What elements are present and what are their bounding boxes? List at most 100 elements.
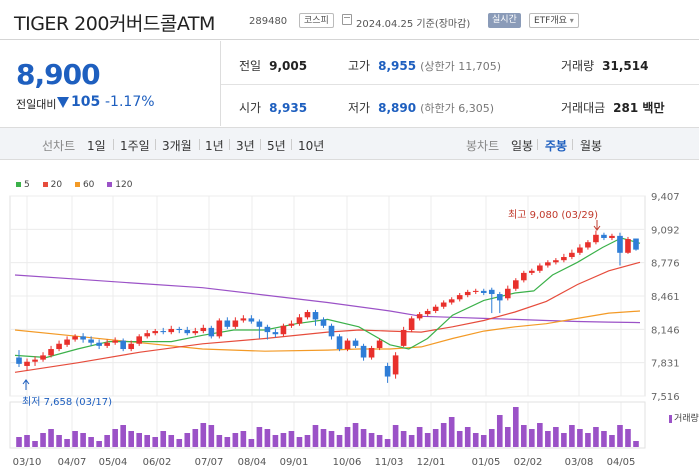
volume-frame — [9, 401, 646, 449]
volume-bar — [545, 431, 551, 447]
x-tick-label: 12/01 — [417, 457, 446, 468]
candle-body — [585, 242, 591, 248]
legend-item[interactable]: 20 — [42, 180, 63, 190]
ma120-line — [14, 274, 641, 324]
realtime-button[interactable]: 실시간 — [488, 13, 521, 28]
legend-item[interactable]: 120 — [107, 180, 132, 190]
candle-body — [64, 339, 70, 345]
asof-date: 2024.04.25 기준(장마감) — [356, 19, 471, 30]
candle-body — [392, 355, 399, 375]
candle-body — [200, 327, 207, 332]
tab-daily[interactable]: 일봉 — [511, 139, 534, 153]
x-tick-label: 01/05 — [472, 457, 501, 468]
tab-3y[interactable]: 3년 — [236, 139, 255, 153]
trade-amount: 거래대금 281 백만 — [561, 99, 664, 116]
volume-bar — [424, 433, 431, 447]
volume-bar — [432, 429, 439, 447]
volume-bar — [176, 439, 183, 447]
volume-bar — [24, 435, 30, 447]
tab-1d[interactable]: 1일 — [87, 139, 106, 153]
x-tick-label: 04/05 — [607, 457, 636, 468]
tab-3m[interactable]: 3개월 — [162, 139, 192, 153]
candle-body — [160, 331, 167, 333]
volume-bar — [168, 435, 175, 447]
legend-swatch — [74, 182, 80, 187]
candle-body — [368, 347, 375, 358]
volume-bar — [464, 427, 471, 447]
candle-body — [488, 289, 495, 295]
tab-monthly[interactable]: 월봉 — [580, 139, 603, 153]
candle-body — [633, 238, 639, 250]
tab-1w[interactable]: 1주일 — [120, 139, 150, 153]
candle-body — [617, 235, 623, 253]
high-label: 고가 — [348, 59, 371, 73]
amount-label: 거래대금 — [561, 101, 606, 115]
volume-bar — [80, 433, 86, 447]
volume-bar — [16, 437, 22, 447]
candle-body — [448, 299, 455, 303]
candle-body — [152, 331, 159, 334]
volume: 거래량 31,514 — [561, 57, 648, 74]
change-percent: -1.17% — [105, 94, 155, 110]
market-badge: 코스피 — [299, 13, 334, 28]
candle-body — [553, 260, 559, 263]
price-summary: 8,900 전일대비 105 -1.17% 전일 9,005 고가 8,955 (상한… — [0, 41, 699, 126]
legend-label: 120 — [115, 180, 133, 190]
candle-body — [256, 321, 263, 327]
tab-5y[interactable]: 5년 — [267, 139, 286, 153]
candle-body — [416, 314, 423, 319]
candle-body — [480, 290, 487, 293]
volume-bar — [504, 427, 511, 447]
legend-label: 5 — [24, 180, 30, 190]
volume-bar — [368, 433, 375, 447]
ma20-line — [14, 261, 641, 373]
candle-body — [168, 328, 175, 333]
candle-body — [472, 290, 479, 292]
calendar-icon — [342, 14, 352, 25]
y-tick-label: 8,461 — [651, 292, 680, 303]
candle-body — [112, 340, 118, 343]
volume-bar — [416, 427, 423, 447]
candle-body — [601, 234, 607, 238]
candle-body — [24, 361, 30, 366]
volume-bar — [224, 437, 231, 447]
volume-bar — [392, 425, 399, 447]
candle-body — [224, 320, 231, 327]
legend-label: 20 — [50, 180, 63, 190]
x-tick-label: 07/07 — [195, 457, 224, 468]
etf-info-button[interactable]: ETF개요 ▾ — [529, 13, 579, 28]
tab-weekly[interactable]: 주봉 — [545, 139, 568, 153]
volume-bar — [136, 433, 143, 447]
down-arrow-icon — [57, 97, 69, 108]
volume-bar — [593, 427, 599, 447]
candle-body — [400, 330, 407, 346]
low-marker-arrow — [22, 379, 30, 390]
volume-bar — [344, 427, 351, 447]
volume-bar — [240, 431, 247, 447]
volume-value: 31,514 — [602, 59, 649, 73]
legend-item[interactable]: 60 — [74, 180, 94, 190]
x-tick-label: 03/10 — [13, 457, 42, 468]
y-tick-label: 8,146 — [651, 325, 680, 336]
volume-bar — [376, 435, 383, 447]
x-tick-label: 05/04 — [99, 457, 128, 468]
tab-1y[interactable]: 1년 — [205, 139, 224, 153]
legend-swatch — [107, 182, 113, 187]
amount-value: 281 백만 — [613, 101, 665, 115]
volume-bar — [512, 407, 519, 447]
candle-body — [408, 318, 415, 331]
volume-bar — [336, 435, 343, 447]
y-tick-label: 7,831 — [651, 359, 680, 370]
tab-10y[interactable]: 10년 — [298, 139, 325, 153]
candle-body — [424, 310, 431, 315]
volume-bar — [264, 429, 271, 447]
divider — [572, 139, 573, 150]
candle-body — [192, 331, 199, 334]
volume-bar — [96, 441, 102, 447]
divider — [291, 139, 292, 150]
divider — [199, 139, 200, 150]
volume-bar — [320, 429, 327, 447]
legend-item[interactable]: 5 — [16, 180, 30, 190]
prev-close: 전일 9,005 — [239, 57, 307, 74]
